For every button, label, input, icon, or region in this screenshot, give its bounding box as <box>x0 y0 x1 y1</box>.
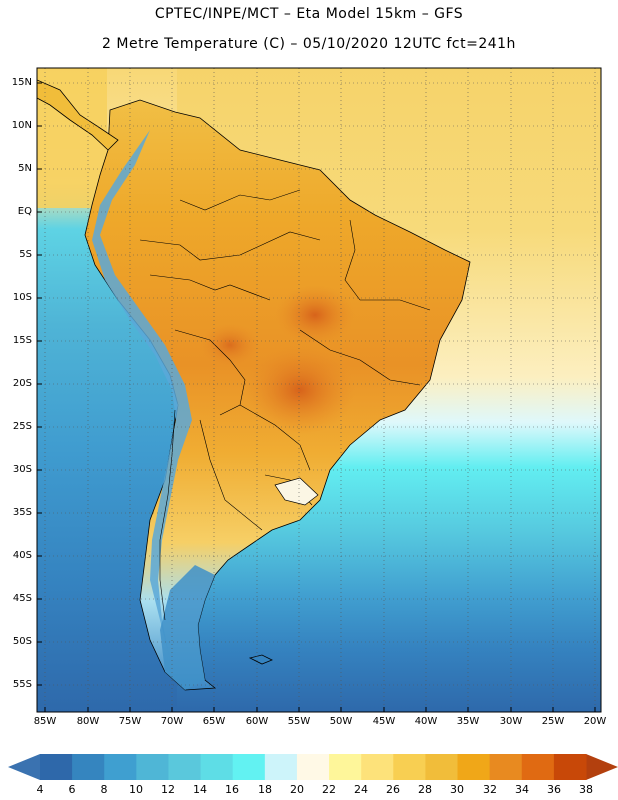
lat-label: 55S <box>12 679 32 690</box>
lat-label: 35S <box>12 507 32 518</box>
colorbar-label: 18 <box>258 783 272 796</box>
lat-label: 50S <box>12 636 32 647</box>
colorbar-swatch <box>361 754 394 780</box>
colorbar-swatch <box>425 754 459 780</box>
lat-label: 10S <box>12 292 32 303</box>
lon-label: 55W <box>287 716 311 727</box>
lon-label: 20W <box>583 716 607 727</box>
lon-label: 30W <box>499 716 523 727</box>
colorbar-swatch <box>521 754 555 780</box>
colorbar-swatch <box>136 754 169 780</box>
lon-label: 70W <box>160 716 184 727</box>
map-frame <box>36 67 602 713</box>
colorbar-label: 4 <box>36 783 44 796</box>
colorbar-swatch <box>168 754 202 780</box>
lon-label: 25W <box>541 716 565 727</box>
lat-label: 5N <box>18 163 32 174</box>
lat-label: 5S <box>19 249 32 260</box>
colorbar-swatch <box>457 754 491 780</box>
colorbar-label: 32 <box>483 783 497 796</box>
hot-spot-mato-grosso <box>275 285 355 345</box>
colorbar-label: 14 <box>193 783 207 796</box>
lon-label: 65W <box>202 716 226 727</box>
map-area <box>37 68 601 712</box>
colorbar <box>8 754 618 780</box>
colorbar-label: 38 <box>579 783 593 796</box>
colorbar-label: 24 <box>354 783 368 796</box>
lon-label: 45W <box>372 716 396 727</box>
lat-label: 30S <box>12 464 32 475</box>
colorbar-swatch <box>393 754 426 780</box>
colorbar-label: 22 <box>322 783 336 796</box>
lat-label: 40S <box>12 550 32 561</box>
colorbar-label: 20 <box>290 783 304 796</box>
colorbar-swatch <box>232 754 266 780</box>
lon-label: 50W <box>329 716 353 727</box>
colorbar-swatch <box>489 754 523 780</box>
colorbar-swatch <box>200 754 234 780</box>
lat-label: 25S <box>12 421 32 432</box>
colorbar-swatch <box>104 754 137 780</box>
colorbar-high-arrow <box>586 754 618 780</box>
falkland-islands <box>248 654 273 665</box>
colorbar-label: 12 <box>161 783 175 796</box>
colorbar-low-arrow <box>8 754 40 780</box>
colorbar-swatch <box>329 754 362 780</box>
colorbar-label: 10 <box>129 783 143 796</box>
lon-label: 35W <box>456 716 480 727</box>
graticule <box>37 68 601 712</box>
lon-label: 85W <box>33 716 57 727</box>
colorbar-label: 16 <box>225 783 239 796</box>
colorbar-swatch <box>264 754 298 780</box>
colorbar-label: 26 <box>386 783 400 796</box>
lat-label: 15S <box>12 335 32 346</box>
colorbar-label: 36 <box>547 783 561 796</box>
colorbar-label: 8 <box>100 783 108 796</box>
central-america-land <box>37 79 119 151</box>
lon-label: 75W <box>118 716 142 727</box>
lat-label: EQ <box>17 206 32 217</box>
lat-label: 10N <box>11 120 32 131</box>
colorbar-swatch <box>296 754 330 780</box>
title-line-2: 2 Metre Temperature (C) – 05/10/2020 12U… <box>102 36 516 52</box>
lon-label: 40W <box>414 716 438 727</box>
colorbar-label: 6 <box>68 783 76 796</box>
country-borders <box>139 189 431 621</box>
colorbar-swatch <box>40 754 73 780</box>
lon-label: 80W <box>76 716 100 727</box>
lat-label: 20S <box>12 378 32 389</box>
hot-spot-central-brazil <box>245 345 355 435</box>
colorbar-label: 34 <box>515 783 529 796</box>
colorbar-label: 30 <box>450 783 464 796</box>
title-line-1: CPTEC/INPE/MCT – Eta Model 15km – GFS <box>154 6 464 22</box>
axis-ticks <box>37 82 596 712</box>
lon-label: 60W <box>245 716 269 727</box>
colorbar-label: 28 <box>418 783 432 796</box>
colorbar-swatch <box>553 754 587 780</box>
patagonia-cold <box>160 565 215 690</box>
lat-label: 15N <box>11 77 32 88</box>
colorbar-swatch <box>72 754 105 780</box>
lat-label: 45S <box>12 593 32 604</box>
